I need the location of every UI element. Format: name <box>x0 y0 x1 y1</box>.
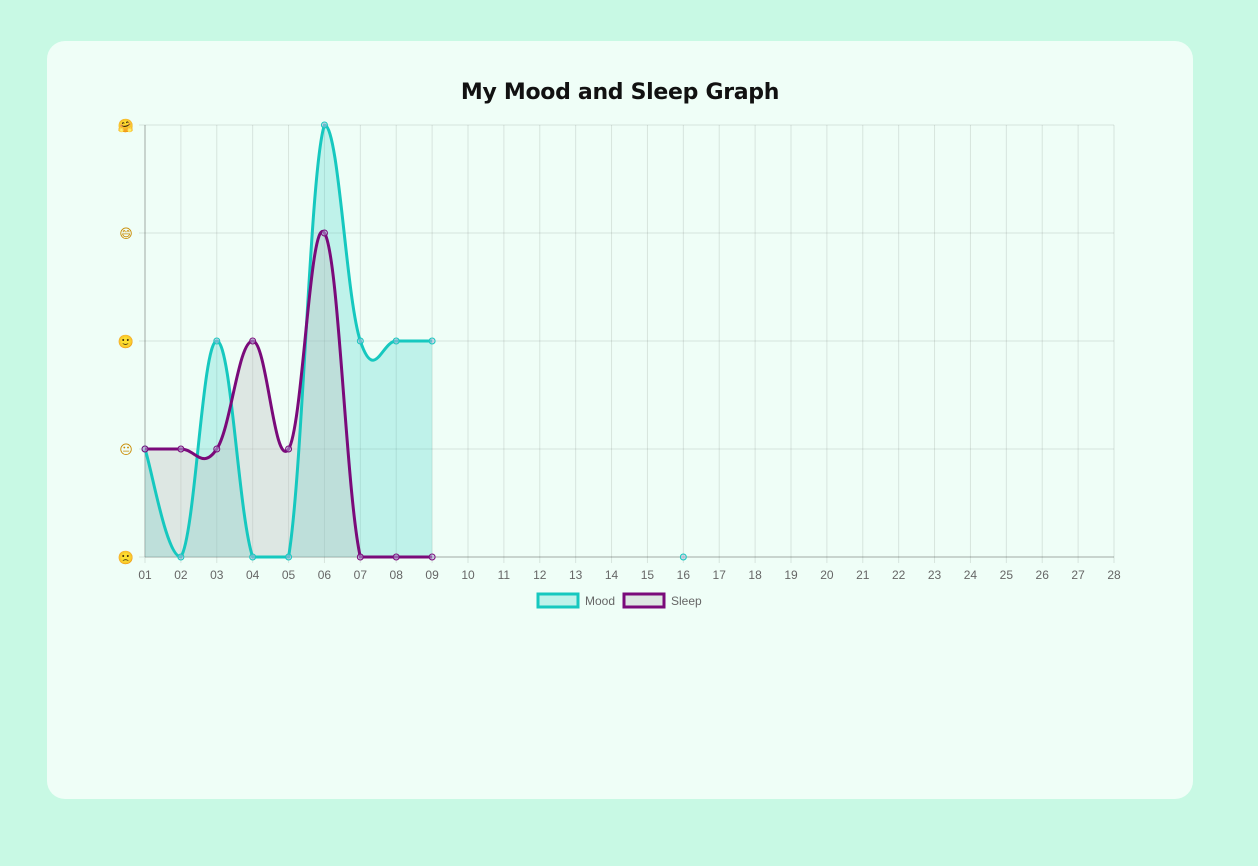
x-tick-label: 03 <box>210 568 224 582</box>
legend-label-sleep[interactable]: Sleep <box>671 594 702 608</box>
x-tick-label: 06 <box>318 568 332 582</box>
legend-label-mood[interactable]: Mood <box>585 594 615 608</box>
data-point-sleep[interactable] <box>178 446 184 452</box>
x-tick-label: 16 <box>677 568 691 582</box>
x-tick-label: 24 <box>964 568 978 582</box>
x-tick-label: 17 <box>713 568 727 582</box>
x-tick-label: 25 <box>1000 568 1014 582</box>
x-tick-label: 08 <box>390 568 404 582</box>
data-point-mood[interactable] <box>214 338 220 344</box>
data-point-mood[interactable] <box>178 554 184 560</box>
x-tick-label: 01 <box>138 568 152 582</box>
data-point-mood[interactable] <box>357 338 363 344</box>
x-tick-label: 19 <box>784 568 798 582</box>
x-tick-label: 20 <box>820 568 834 582</box>
x-tick-label: 18 <box>748 568 762 582</box>
x-tick-label: 22 <box>892 568 906 582</box>
x-tick-label: 23 <box>928 568 942 582</box>
x-tick-label: 26 <box>1036 568 1050 582</box>
y-tick-label: 😄 <box>119 227 133 242</box>
x-tick-label: 14 <box>605 568 619 582</box>
y-tick-label: 😐 <box>119 443 133 458</box>
data-point-mood[interactable] <box>321 122 327 128</box>
x-tick-label: 27 <box>1071 568 1085 582</box>
x-tick-label: 07 <box>354 568 368 582</box>
x-tick-label: 12 <box>533 568 547 582</box>
x-tick-label: 10 <box>461 568 475 582</box>
x-tick-label: 05 <box>282 568 296 582</box>
y-tick-label: 🙂 <box>118 334 134 350</box>
legend-swatch-mood[interactable] <box>538 594 578 607</box>
data-point-mood[interactable] <box>680 554 686 560</box>
data-point-sleep[interactable] <box>214 446 220 452</box>
y-tick-label: 🙁 <box>118 550 134 566</box>
data-point-sleep[interactable] <box>142 446 148 452</box>
y-tick-label: 🤗 <box>118 118 134 134</box>
data-point-sleep[interactable] <box>321 230 327 236</box>
data-point-sleep[interactable] <box>357 554 363 560</box>
x-tick-label: 15 <box>641 568 655 582</box>
x-tick-label: 11 <box>498 568 511 582</box>
data-point-mood[interactable] <box>429 338 435 344</box>
data-point-mood[interactable] <box>393 338 399 344</box>
data-point-sleep[interactable] <box>250 338 256 344</box>
x-tick-label: 04 <box>246 568 260 582</box>
x-tick-label: 13 <box>569 568 583 582</box>
x-tick-label: 28 <box>1107 568 1121 582</box>
data-point-sleep[interactable] <box>393 554 399 560</box>
legend-swatch-sleep[interactable] <box>624 594 664 607</box>
data-point-mood[interactable] <box>286 554 292 560</box>
data-point-sleep[interactable] <box>286 446 292 452</box>
data-point-sleep[interactable] <box>429 554 435 560</box>
x-tick-label: 09 <box>425 568 439 582</box>
data-point-mood[interactable] <box>250 554 256 560</box>
x-tick-label: 02 <box>174 568 188 582</box>
x-tick-label: 21 <box>856 568 870 582</box>
